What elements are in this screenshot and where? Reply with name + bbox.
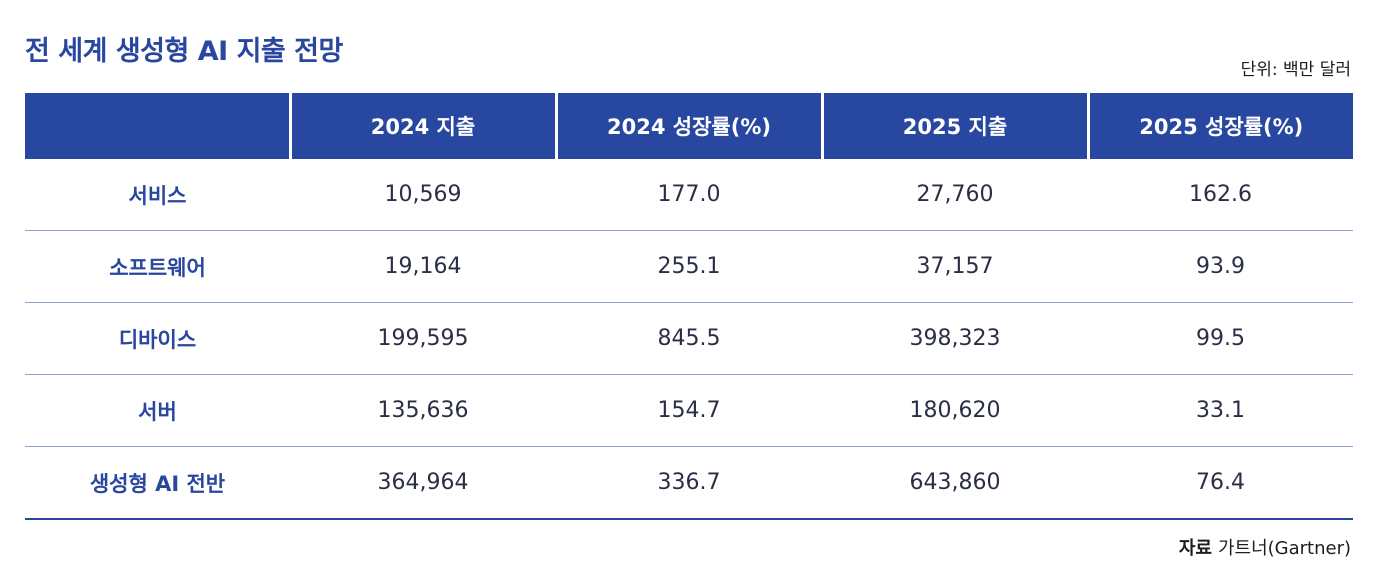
table-cell: 33.1 — [1088, 374, 1353, 447]
row-label: 디바이스 — [25, 302, 290, 375]
table-cell: 255.1 — [556, 230, 822, 303]
row-label: 소프트웨어 — [25, 230, 290, 303]
header-cell-2024-spending: 2024 지출 — [288, 93, 556, 159]
unit-label: 단위: 백만 달러 — [1240, 60, 1351, 80]
table-cell: 199,595 — [290, 302, 556, 375]
table-cell: 37,157 — [822, 230, 1088, 303]
table-cell: 336.7 — [556, 446, 822, 520]
table-cell: 364,964 — [290, 446, 556, 520]
header-cell-2025-spending: 2025 지출 — [820, 93, 1088, 159]
spending-table: 2024 지출 2024 성장률(%) 2025 지출 2025 성장률(%) … — [25, 93, 1353, 520]
table-header-row: 2024 지출 2024 성장률(%) 2025 지출 2025 성장률(%) — [25, 93, 1353, 159]
source-note: 자료 가트너(Gartner) — [1179, 536, 1351, 562]
table-row: 소프트웨어 19,164 255.1 37,157 93.9 — [25, 230, 1353, 303]
table-cell: 10,569 — [290, 159, 556, 231]
header-cell-category — [25, 93, 290, 159]
table-cell: 180,620 — [822, 374, 1088, 447]
table-cell: 398,323 — [822, 302, 1088, 375]
table-row: 생성형 AI 전반 364,964 336.7 643,860 76.4 — [25, 446, 1353, 520]
header-cell-2024-growth: 2024 성장률(%) — [554, 93, 822, 159]
row-label: 생성형 AI 전반 — [25, 446, 290, 520]
table-cell: 27,760 — [822, 159, 1088, 231]
table-row: 서비스 10,569 177.0 27,760 162.6 — [25, 159, 1353, 231]
page-title: 전 세계 생성형 AI 지출 전망 — [25, 36, 343, 67]
table-row: 서버 135,636 154.7 180,620 33.1 — [25, 374, 1353, 447]
table-cell: 643,860 — [822, 446, 1088, 520]
table-cell: 135,636 — [290, 374, 556, 447]
table-cell: 76.4 — [1088, 446, 1353, 520]
row-label: 서비스 — [25, 159, 290, 231]
table-cell: 93.9 — [1088, 230, 1353, 303]
row-label: 서버 — [25, 374, 290, 447]
header-cell-2025-growth: 2025 성장률(%) — [1086, 93, 1353, 159]
table-cell: 162.6 — [1088, 159, 1353, 231]
source-value: 가트너(Gartner) — [1217, 538, 1351, 559]
table-cell: 19,164 — [290, 230, 556, 303]
table-row: 디바이스 199,595 845.5 398,323 99.5 — [25, 302, 1353, 375]
table-cell: 99.5 — [1088, 302, 1353, 375]
table-cell: 154.7 — [556, 374, 822, 447]
source-label: 자료 — [1178, 538, 1212, 559]
table-cell: 177.0 — [556, 159, 822, 231]
table-cell: 845.5 — [556, 302, 822, 375]
